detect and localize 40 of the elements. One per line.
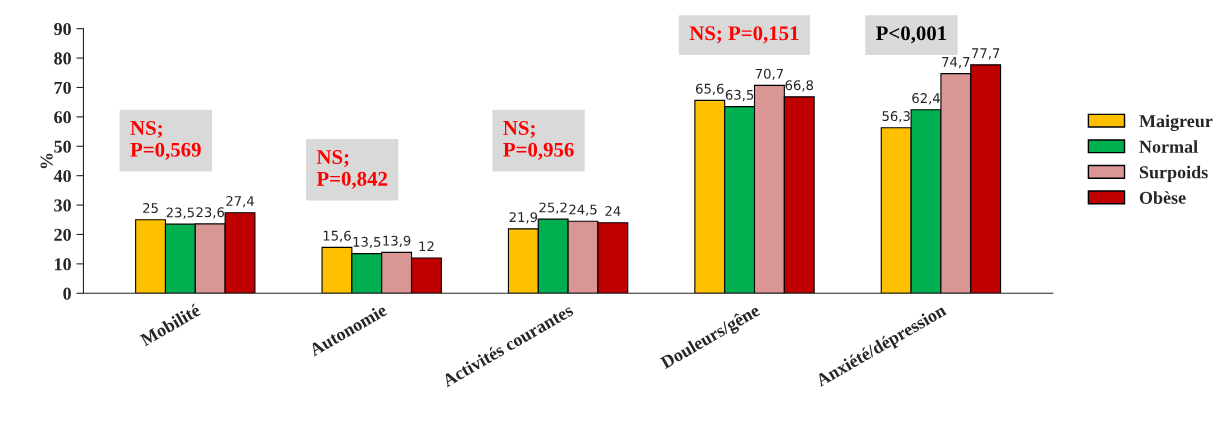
annotation: P<0,001 (876, 26, 947, 44)
y-tick-label: 40 (53, 169, 71, 183)
data-label: 62,4 (912, 93, 940, 105)
annotation: NS; P=0,151 (689, 26, 799, 44)
data-label: 13,5 (353, 236, 381, 249)
y-tick-label: 20 (54, 228, 71, 241)
data-label: 12 (419, 241, 434, 252)
data-label: 25,2 (539, 202, 567, 214)
y-tick-label: 80 (54, 52, 71, 65)
y-axis-title: % (40, 153, 53, 169)
data-label: 77,7 (972, 48, 1000, 60)
data-label: 63,5 (725, 89, 754, 102)
y-tick-label: 30 (54, 199, 71, 212)
data-label: 23,5 (166, 207, 194, 219)
data-label: 27,4 (226, 196, 254, 208)
y-tick-label: 70 (54, 81, 71, 94)
data-label: 21,9 (509, 212, 538, 224)
data-label: 65,6 (696, 83, 724, 96)
data-label: 23,6 (196, 207, 225, 219)
data-label: 24,5 (569, 204, 597, 216)
data-label: 56,3 (882, 111, 910, 123)
y-tick-label: 90 (54, 22, 71, 36)
legend-label: Normal (1139, 140, 1198, 153)
data-label: 66,8 (785, 80, 814, 92)
legend-label: Obèse (1139, 191, 1186, 204)
data-label: 13,9 (383, 235, 411, 248)
y-tick-label: 0 (63, 287, 71, 300)
annotation: NS; P=0,956 (503, 120, 574, 160)
legend-label: Surpoids (1139, 165, 1208, 183)
y-tick-label: 60 (54, 111, 71, 124)
data-label: 15,6 (323, 230, 351, 243)
annotation: NS; P=0,842 (316, 150, 388, 189)
data-label: 25 (143, 203, 158, 214)
data-label: 24 (605, 206, 621, 216)
data-label: 74,7 (942, 57, 970, 69)
data-label: 70,7 (755, 68, 783, 81)
y-tick-label: 10 (55, 258, 71, 271)
legend-label: Maigreur (1139, 114, 1213, 132)
annotation: NS; P=0,569 (130, 120, 201, 160)
y-tick-label: 50 (54, 140, 71, 153)
